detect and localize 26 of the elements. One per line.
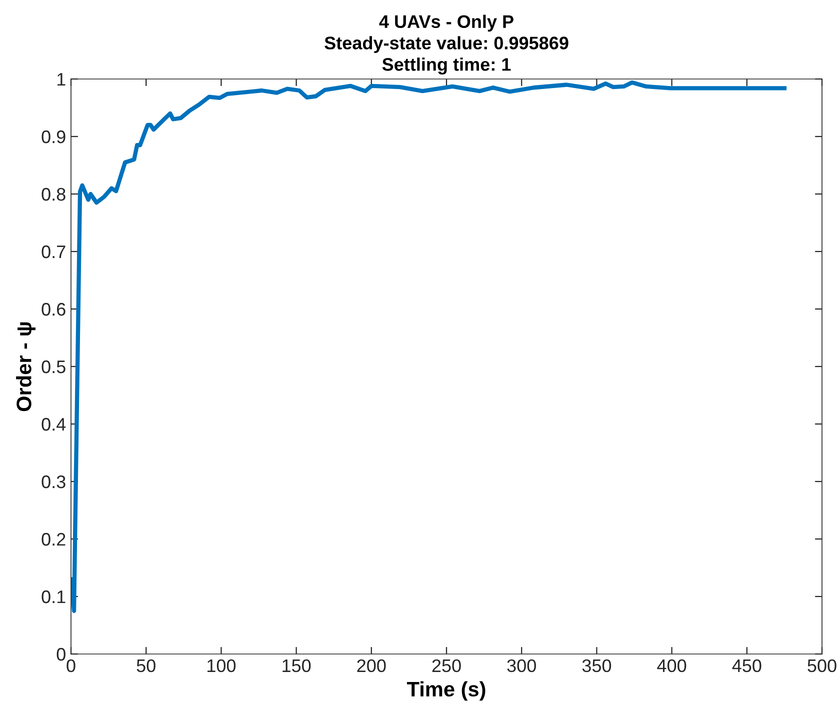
- y-tick-label: 0.9: [42, 130, 66, 144]
- y-tick-label: 0.4: [42, 418, 66, 431]
- y-axis-title: Order - ψ: [16, 322, 36, 412]
- x-tick-label: 0: [66, 659, 76, 672]
- x-tick-label: 250: [432, 659, 461, 672]
- y-tick-label: 0.2: [42, 532, 66, 546]
- y-tick-label: 0.8: [42, 188, 66, 201]
- x-tick-label: 500: [808, 659, 836, 672]
- x-tick-label: 200: [357, 659, 386, 672]
- x-tick-label: 50: [136, 659, 156, 672]
- x-tick-label: 350: [582, 659, 612, 672]
- x-tick-label: 450: [732, 659, 762, 672]
- y-tick-label: 0.6: [42, 302, 66, 316]
- y-tick-label: 1: [57, 73, 66, 86]
- line-series: [71, 80, 787, 613]
- y-tick-label: 0.7: [42, 245, 66, 258]
- y-tick-label: 0.5: [42, 360, 66, 374]
- y-tick-label: 0: [56, 648, 66, 661]
- x-axis-title: Time (s): [406, 681, 486, 701]
- x-tick-label: 100: [208, 659, 236, 672]
- chart-title: 4 UAVs - Only P Steady-state value: 0.995869 Settling time: 1: [324, 14, 568, 74]
- x-tick-label: 300: [507, 659, 536, 672]
- x-tick-label: 150: [282, 659, 311, 672]
- y-tick-label: 0.1: [42, 590, 66, 604]
- x-tick-label: 400: [657, 659, 686, 672]
- y-tick-label: 0.3: [42, 475, 66, 488]
